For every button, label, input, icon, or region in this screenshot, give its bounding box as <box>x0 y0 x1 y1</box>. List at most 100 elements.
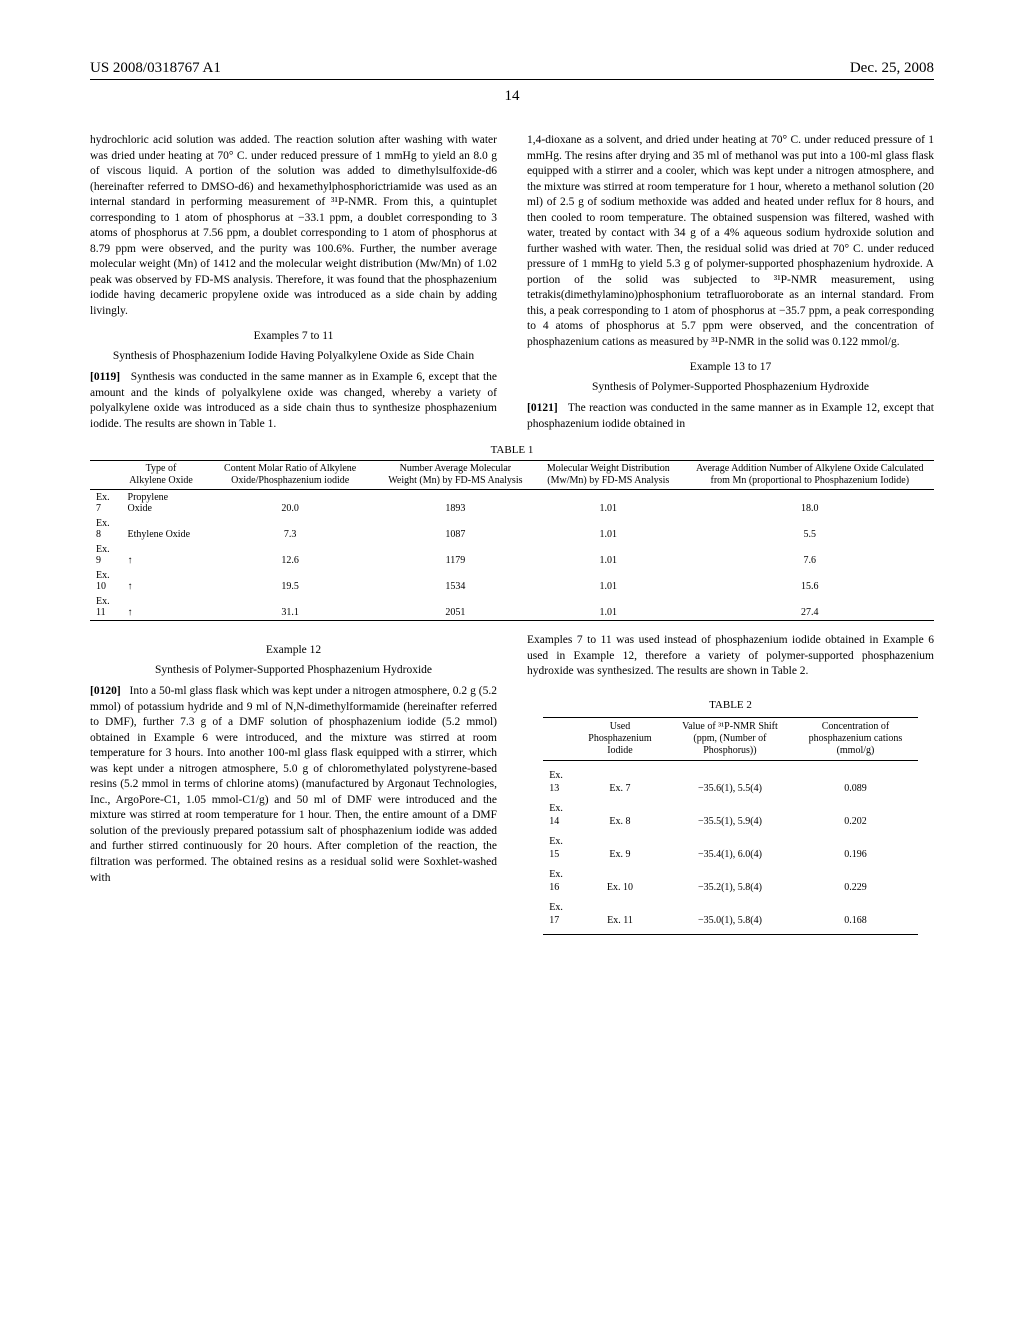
table-cell: 0.168 <box>793 898 918 935</box>
patent-number: US 2008/0318767 A1 <box>90 60 221 77</box>
paragraph-number: [0121] <box>527 402 558 414</box>
table-row: Ex. 9↑12.611791.017.6 <box>90 542 934 568</box>
table-cell: Ex. 7 <box>573 760 666 799</box>
table-cell: Ex. 16 <box>543 865 573 898</box>
example-heading: Example 12 <box>90 643 497 659</box>
table1-header: Type of Alkylene Oxide <box>122 461 201 490</box>
table-cell: Ex. 10 <box>90 568 122 594</box>
table-cell: 1.01 <box>531 594 686 621</box>
table-cell: 1.01 <box>531 516 686 542</box>
table-cell: 15.6 <box>686 568 934 594</box>
lower-right-column: Examples 7 to 11 was used instead of pho… <box>527 633 934 934</box>
table1-header: Content Molar Ratio of Alkylene Oxide/Ph… <box>200 461 379 490</box>
body-text: 1,4-dioxane as a solvent, and dried unde… <box>527 133 934 350</box>
table2-caption: TABLE 2 <box>527 698 934 713</box>
table-cell: 0.089 <box>793 760 918 799</box>
table-cell: Ethylene Oxide <box>122 516 201 542</box>
table1-wrapper: TABLE 1 Type of Alkylene Oxide Content M… <box>90 444 934 621</box>
table-row: Ex. 10↑19.515341.0115.6 <box>90 568 934 594</box>
table-cell: Ex. 11 <box>90 594 122 621</box>
table-cell: 12.6 <box>200 542 379 568</box>
table2-header: Used Phosphazenium Iodide <box>573 717 666 760</box>
table-row: Ex. 8Ethylene Oxide7.310871.015.5 <box>90 516 934 542</box>
body-paragraph: [0120] Into a 50-ml glass flask which wa… <box>90 684 497 886</box>
paragraph-text: The reaction was conducted in the same m… <box>527 402 934 430</box>
example-subheading: Synthesis of Phosphazenium Iodide Having… <box>90 349 497 365</box>
body-paragraph: [0119] Synthesis was conducted in the sa… <box>90 370 497 432</box>
table-row: Ex. 7Propylene Oxide20.018931.0118.0 <box>90 490 934 517</box>
example-subheading: Synthesis of Polymer-Supported Phosphaze… <box>527 380 934 396</box>
table-cell: ↑ <box>122 542 201 568</box>
table-cell: Ex. 15 <box>543 832 573 865</box>
table-cell: 27.4 <box>686 594 934 621</box>
table-cell: Ex. 17 <box>543 898 573 935</box>
table-row: Ex. 13Ex. 7−35.6(1), 5.5(4)0.089 <box>543 760 917 799</box>
table-cell: Ex. 14 <box>543 799 573 832</box>
page-header: US 2008/0318767 A1 Dec. 25, 2008 <box>90 60 934 80</box>
table2-header: Value of ³¹P-NMR Shift (ppm, (Number of … <box>667 717 794 760</box>
body-paragraph: [0121] The reaction was conducted in the… <box>527 401 934 432</box>
example-subheading: Synthesis of Polymer-Supported Phosphaze… <box>90 663 497 679</box>
patent-date: Dec. 25, 2008 <box>850 60 934 77</box>
table-cell: Ex. 8 <box>573 799 666 832</box>
example-heading: Examples 7 to 11 <box>90 329 497 345</box>
lower-left-column: Example 12 Synthesis of Polymer-Supporte… <box>90 633 497 934</box>
table-cell: Ex. 13 <box>543 760 573 799</box>
body-text: Examples 7 to 11 was used instead of pho… <box>527 633 934 680</box>
table-cell: 1893 <box>380 490 531 517</box>
table-cell: 1.01 <box>531 490 686 517</box>
table-cell: Propylene Oxide <box>122 490 201 517</box>
table-cell: Ex. 7 <box>90 490 122 517</box>
table-cell: Ex. 10 <box>573 865 666 898</box>
table-cell: 2051 <box>380 594 531 621</box>
table-cell: 1179 <box>380 542 531 568</box>
table-cell: 1534 <box>380 568 531 594</box>
table-row: Ex. 15Ex. 9−35.4(1), 6.0(4)0.196 <box>543 832 917 865</box>
table-cell: 0.196 <box>793 832 918 865</box>
table-cell: Ex. 9 <box>90 542 122 568</box>
table-row: Ex. 16Ex. 10−35.2(1), 5.8(4)0.229 <box>543 865 917 898</box>
table-row: Ex. 11↑31.120511.0127.4 <box>90 594 934 621</box>
table-cell: 0.202 <box>793 799 918 832</box>
right-column: 1,4-dioxane as a solvent, and dried unde… <box>527 133 934 436</box>
paragraph-number: [0120] <box>90 685 121 697</box>
table-cell: −35.2(1), 5.8(4) <box>667 865 794 898</box>
table1-header: Number Average Molecular Weight (Mn) by … <box>380 461 531 490</box>
table-cell: 7.6 <box>686 542 934 568</box>
body-text: hydrochloric acid solution was added. Th… <box>90 133 497 319</box>
table-row: Ex. 17Ex. 11−35.0(1), 5.8(4)0.168 <box>543 898 917 935</box>
table-cell: Ex. 11 <box>573 898 666 935</box>
table-cell: 0.229 <box>793 865 918 898</box>
upper-columns: hydrochloric acid solution was added. Th… <box>90 133 934 436</box>
page-number: 14 <box>90 88 934 105</box>
table-cell: 1.01 <box>531 542 686 568</box>
paragraph-text: Synthesis was conducted in the same mann… <box>90 371 497 430</box>
paragraph-number: [0119] <box>90 371 120 383</box>
table-cell: 19.5 <box>200 568 379 594</box>
table-cell: 5.5 <box>686 516 934 542</box>
table1-header: Average Addition Number of Alkylene Oxid… <box>686 461 934 490</box>
table-cell: Ex. 9 <box>573 832 666 865</box>
table-row: Ex. 14Ex. 8−35.5(1), 5.9(4)0.202 <box>543 799 917 832</box>
table-cell: −35.5(1), 5.9(4) <box>667 799 794 832</box>
table2: Used Phosphazenium Iodide Value of ³¹P-N… <box>543 717 917 935</box>
table1: Type of Alkylene Oxide Content Molar Rat… <box>90 460 934 621</box>
table-cell: 18.0 <box>686 490 934 517</box>
table2-header <box>543 717 573 760</box>
table1-header <box>90 461 122 490</box>
table-cell: 31.1 <box>200 594 379 621</box>
table1-caption: TABLE 1 <box>90 444 934 456</box>
table-cell: 1.01 <box>531 568 686 594</box>
example-heading: Example 13 to 17 <box>527 360 934 376</box>
paragraph-text: Into a 50-ml glass flask which was kept … <box>90 685 497 883</box>
table-cell: −35.0(1), 5.8(4) <box>667 898 794 935</box>
table-cell: ↑ <box>122 594 201 621</box>
lower-columns: Example 12 Synthesis of Polymer-Supporte… <box>90 633 934 934</box>
table-cell: 1087 <box>380 516 531 542</box>
table-cell: −35.6(1), 5.5(4) <box>667 760 794 799</box>
table-cell: Ex. 8 <box>90 516 122 542</box>
table-cell: 20.0 <box>200 490 379 517</box>
table2-header: Concentration of phosphazenium cations (… <box>793 717 918 760</box>
table-cell: ↑ <box>122 568 201 594</box>
table-cell: −35.4(1), 6.0(4) <box>667 832 794 865</box>
